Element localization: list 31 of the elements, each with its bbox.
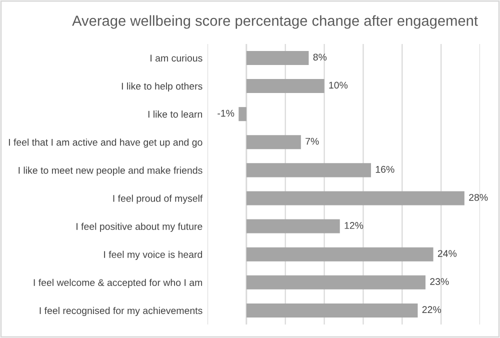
- y-tick-label: I like to learn: [148, 110, 202, 118]
- bar: [246, 79, 324, 94]
- y-tick-label: I feel positive about my future: [76, 222, 202, 232]
- bar: [246, 219, 340, 234]
- bar: [246, 275, 426, 290]
- y-tick-label: I feel that I am active and have get up and go: [8, 138, 202, 148]
- data-label: 23%: [430, 278, 449, 286]
- bar: [246, 191, 464, 206]
- data-label: 12%: [344, 222, 364, 229]
- y-tick-label: I feel proud of myself: [113, 194, 203, 204]
- data-label: 7%: [306, 138, 319, 145]
- y-tick-label: I feel recognised for my achievements: [40, 306, 202, 316]
- y-tick-label: I feel my voice is heard: [104, 250, 202, 260]
- data-label: 16%: [376, 166, 394, 173]
- y-tick-label: I like to help others: [122, 82, 202, 92]
- data-label: -1%: [218, 110, 234, 117]
- data-label: 28%: [469, 194, 488, 201]
- data-label: 24%: [438, 250, 457, 257]
- bar: [246, 50, 309, 65]
- bar: [238, 107, 246, 122]
- data-label: 10%: [329, 82, 348, 89]
- bar: [246, 135, 301, 150]
- y-tick-label: I feel welcome & accepted for who I am: [34, 278, 202, 288]
- y-tick-label: I like to meet new people and make friends: [18, 166, 202, 176]
- data-label: 8%: [313, 54, 327, 61]
- bar: [246, 303, 418, 318]
- bar: [246, 247, 434, 262]
- data-label: 22%: [422, 306, 441, 314]
- bar: [246, 163, 371, 178]
- y-tick-label: I am curious: [150, 54, 202, 62]
- chart-title: Average wellbeing score percentage change after engagement: [72, 15, 478, 29]
